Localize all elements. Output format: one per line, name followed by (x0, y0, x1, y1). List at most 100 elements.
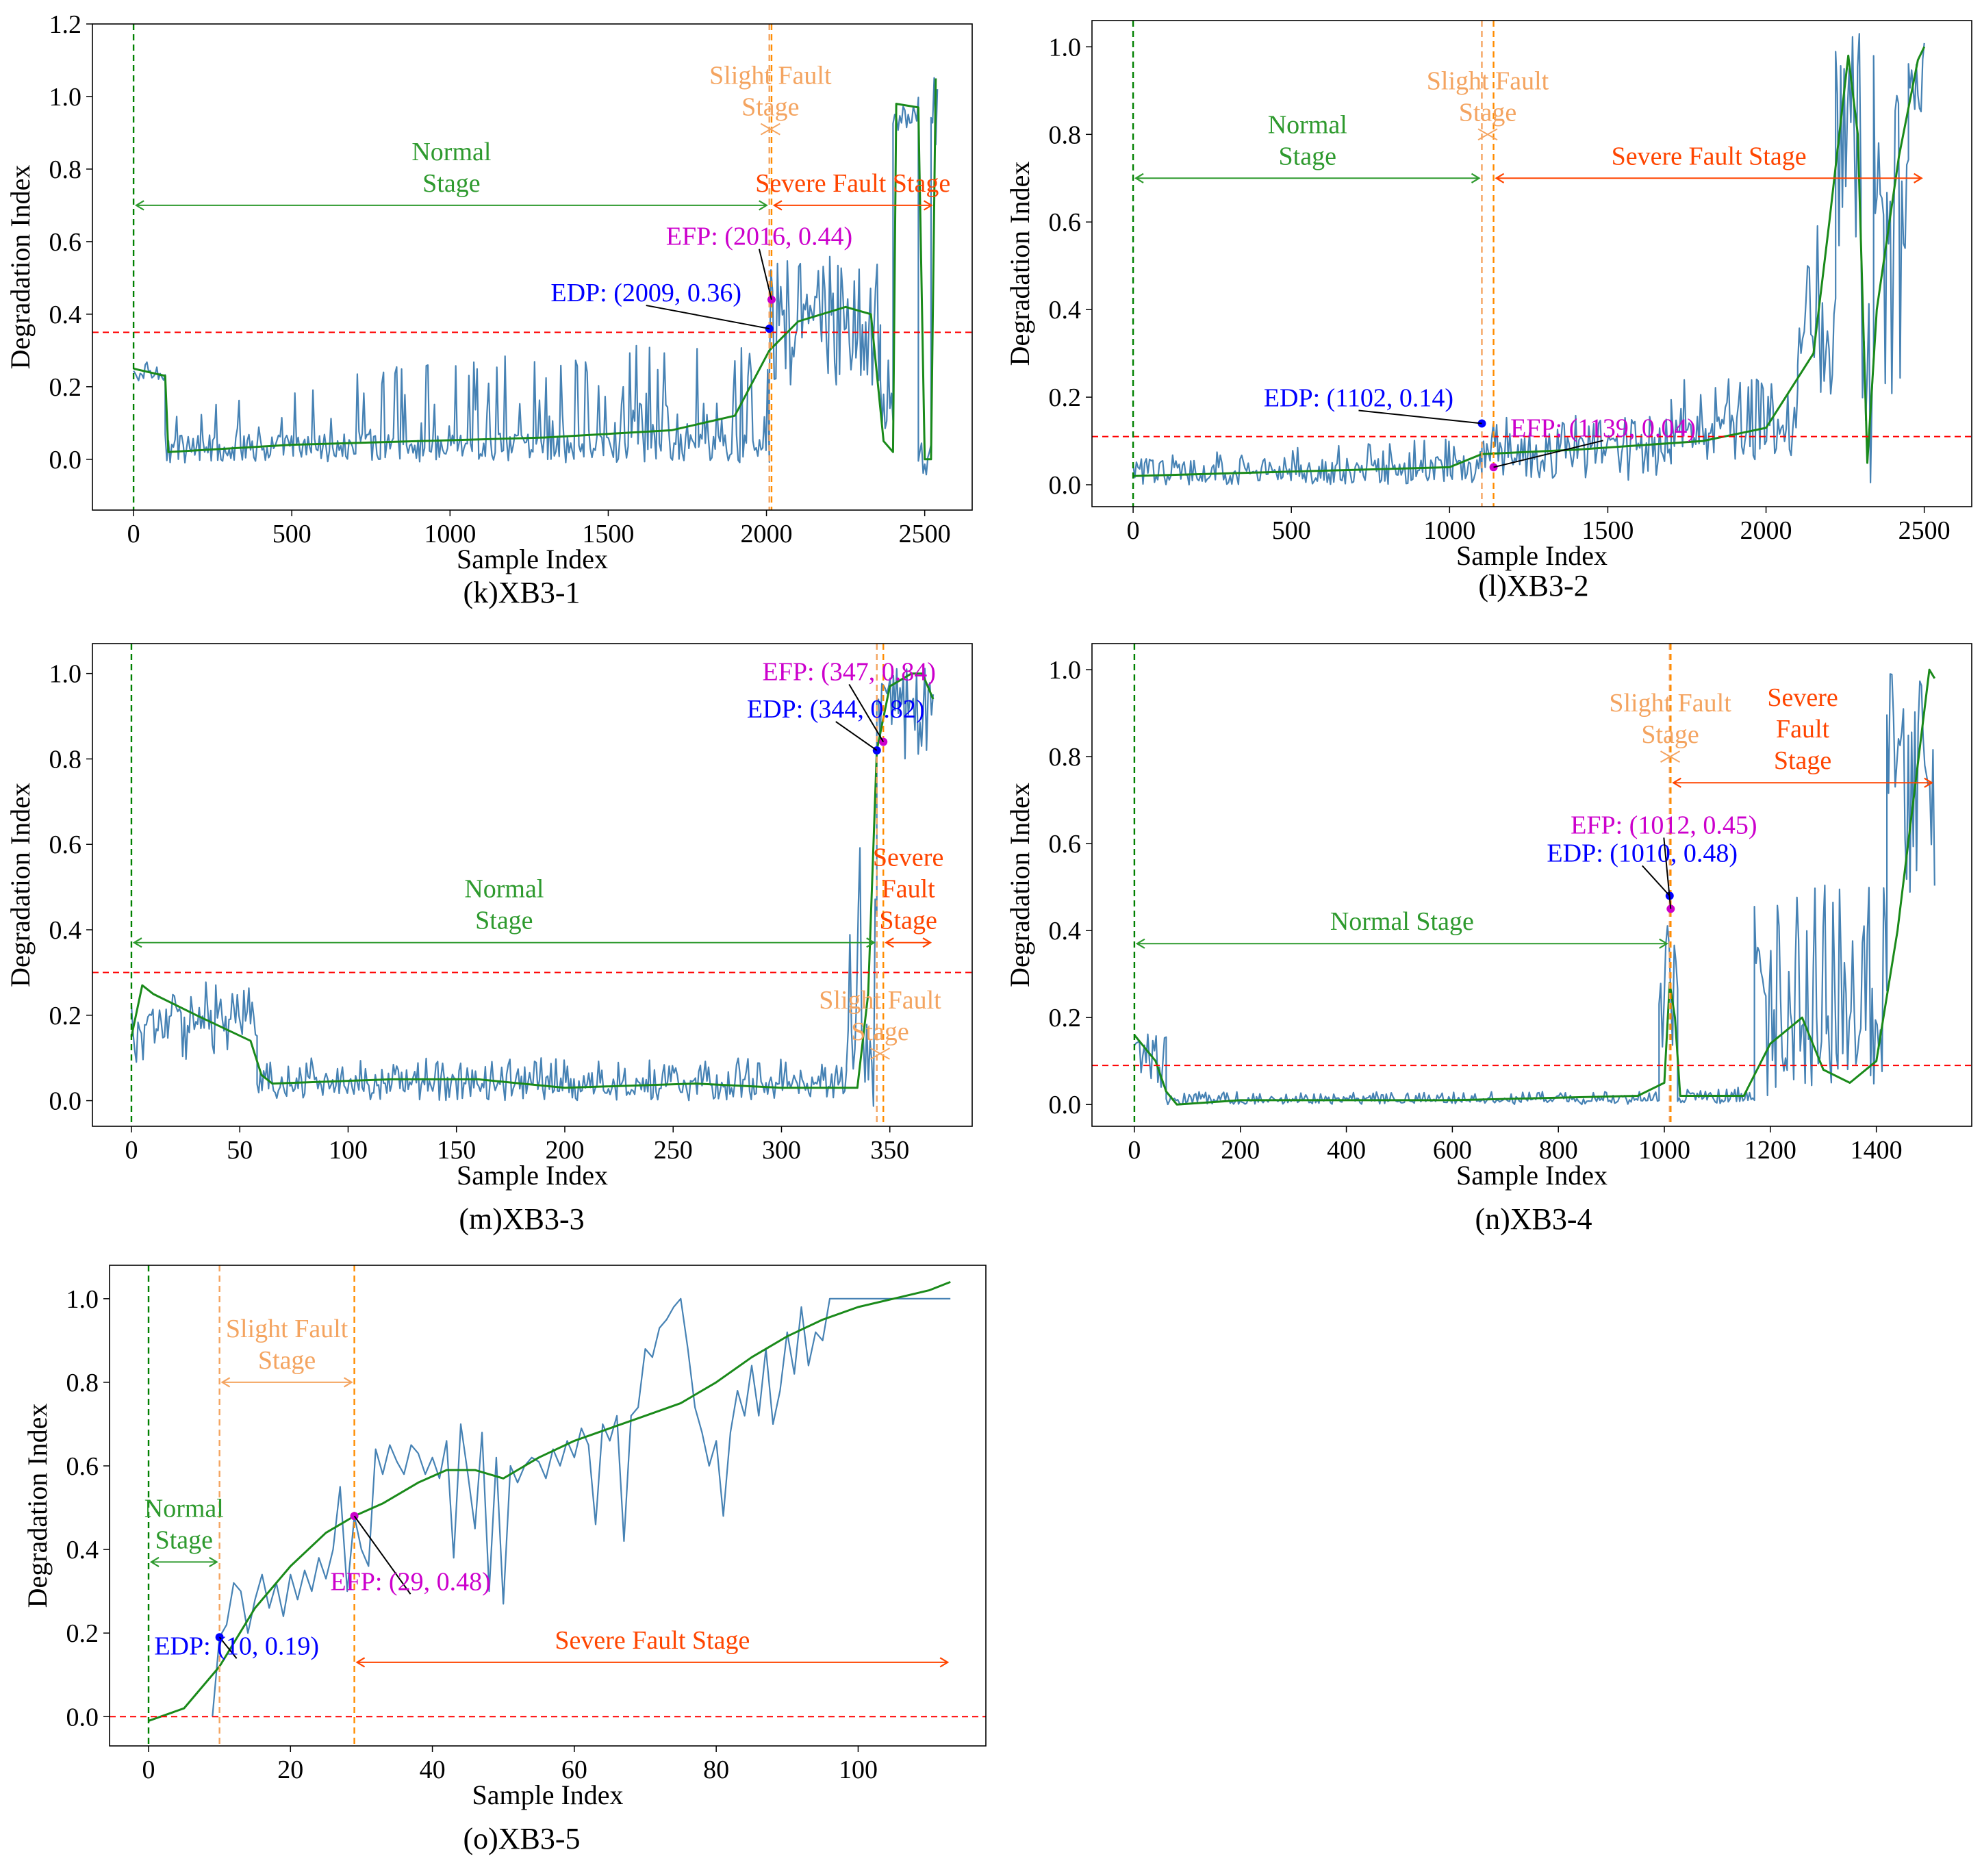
y-tick-label: 0.0 (1049, 1091, 1082, 1119)
plot-frame (1091, 643, 1972, 1127)
y-tick-label: 0.2 (66, 1619, 99, 1648)
stage-arrowhead (1924, 777, 1933, 788)
edp-label: EDP: (344, 0.82) (747, 695, 925, 724)
x-axis-label: Sample Index (472, 1779, 623, 1810)
y-tick-label: 1.0 (1049, 33, 1082, 62)
efp-label: EFP: (2016, 0.44) (666, 223, 852, 251)
x-tick-label: 2500 (1898, 516, 1951, 545)
x-tick-label: 300 (762, 1136, 801, 1165)
x-axis-label: Sample Index (1456, 1160, 1608, 1191)
y-tick-label: 0.4 (49, 916, 82, 945)
x-tick-label: 50 (227, 1136, 253, 1165)
x-tick-label: 0 (1127, 516, 1140, 545)
y-tick-label: 0.0 (49, 446, 82, 474)
plot-frame (109, 1265, 987, 1747)
stage-label-slight: Stage (1459, 98, 1516, 127)
stage-label-normal: Normal (411, 138, 491, 166)
stage-label-normal: Normal (464, 875, 544, 904)
y-tick-label: 0.0 (49, 1087, 82, 1116)
panel-k: 0 500 1000 1500 2000 2500 0.0 0.2 0.4 0.6 0.8 1.0 1.… (5, 10, 973, 609)
panel-caption: (l)XB3-2 (1478, 569, 1588, 603)
edp-pointer (646, 305, 770, 330)
panel-caption: (k)XB3-1 (463, 576, 580, 609)
y-tick-label: 0.0 (1049, 471, 1082, 500)
edp-label: EDP: (1102, 0.14) (1264, 383, 1453, 412)
trend-series (130, 672, 935, 1089)
y-tick-label: 0.6 (66, 1452, 99, 1481)
stage-label-severe: Stage (879, 907, 937, 935)
stage-arrowhead (772, 200, 783, 211)
panel-caption: (m)XB3-3 (459, 1202, 584, 1236)
stage-arrow-slight (1477, 128, 1498, 141)
stage-label-severe: Fault (882, 875, 936, 904)
x-tick-label: 400 (1327, 1136, 1366, 1165)
y-tick-label: 0.4 (1049, 296, 1082, 325)
stage-label-slight: Slight Fault (1427, 66, 1549, 95)
y-tick-label: 1.0 (66, 1285, 99, 1314)
stage-arrowhead (220, 1377, 231, 1388)
stage-arrowhead (1659, 938, 1668, 949)
stage-arrowhead (939, 1657, 950, 1668)
stage-label-severe: Severe (873, 844, 943, 872)
stage-label-normal: Stage (422, 169, 480, 198)
x-tick-label: 200 (1221, 1136, 1260, 1165)
edp-label: EDP: (1010, 0.48) (1547, 839, 1738, 867)
plot-frame (92, 643, 973, 1127)
efp-pointer (1493, 440, 1603, 468)
stage-label-normal: Stage (155, 1525, 213, 1554)
y-axis-label: Degradation Index (1004, 162, 1035, 366)
x-tick-label: 20 (277, 1755, 303, 1784)
x-tick-label: 1000 (1423, 516, 1475, 545)
stage-label-normal: Stage (1279, 142, 1336, 170)
edp-pointer (1358, 409, 1482, 424)
y-tick-label: 0.6 (49, 228, 82, 257)
stage-arrowhead (209, 1556, 218, 1567)
stage-arrowhead (355, 1657, 366, 1668)
stage-arrowhead (922, 937, 932, 948)
stage-arrowhead (344, 1377, 353, 1388)
y-axis-label: Degradation Index (5, 783, 36, 987)
stage-label-slight: Slight Fault (226, 1315, 348, 1343)
edp-pointer (218, 1636, 238, 1659)
stage-arrowhead (1471, 173, 1481, 183)
stage-arrow-slight (869, 1048, 890, 1060)
x-tick-label: 0 (142, 1755, 155, 1784)
trend-series (1133, 46, 1926, 477)
x-tick-label: 600 (1433, 1136, 1472, 1165)
edp-label: EDP: (2009, 0.36) (550, 279, 741, 307)
y-axis-label: Degradation Index (1004, 783, 1035, 987)
stage-arrowhead (885, 937, 894, 948)
x-tick-label: 2500 (899, 520, 951, 548)
x-tick-label: 100 (329, 1136, 368, 1165)
x-axis-label: Sample Index (457, 544, 608, 574)
stage-label-slight: Stage (1641, 720, 1699, 749)
efp-pointer (1663, 837, 1672, 909)
efp-label: EFP: (1139, 0.04) (1510, 414, 1696, 442)
stage-label-severe: Stage (1774, 746, 1831, 775)
stage-arrowhead (923, 200, 933, 211)
trend-series (1133, 668, 1936, 1106)
x-tick-label: 1500 (582, 520, 634, 548)
x-tick-label: 150 (437, 1136, 476, 1165)
panel-caption: (n)XB3-4 (1475, 1202, 1592, 1236)
y-axis-label: Degradation Index (22, 1404, 53, 1608)
trend-series (133, 78, 937, 461)
x-tick-label: 0 (127, 520, 140, 548)
plot-area (92, 24, 972, 510)
efp-pointer (848, 683, 885, 743)
panel-caption: (o)XB3-5 (463, 1822, 580, 1855)
stage-label-slight: Slight Fault (1609, 689, 1731, 718)
y-tick-label: 0.6 (1049, 208, 1082, 237)
x-tick-label: 200 (545, 1136, 584, 1165)
stage-label-slight: Stage (741, 93, 799, 122)
efp-label: EFP: (347, 0.84) (763, 657, 936, 686)
y-tick-label: 0.8 (66, 1369, 99, 1397)
y-tick-label: 0.6 (49, 831, 82, 859)
x-tick-label: 80 (703, 1755, 729, 1784)
stage-label-severe: Severe Fault Stage (1612, 142, 1807, 170)
y-tick-label: 0.8 (1049, 743, 1082, 772)
y-tick-label: 1.0 (49, 660, 82, 689)
stage-arrowhead (866, 937, 876, 948)
y-tick-label: 0.0 (66, 1703, 99, 1732)
stage-label-severe: Severe (1767, 683, 1838, 712)
